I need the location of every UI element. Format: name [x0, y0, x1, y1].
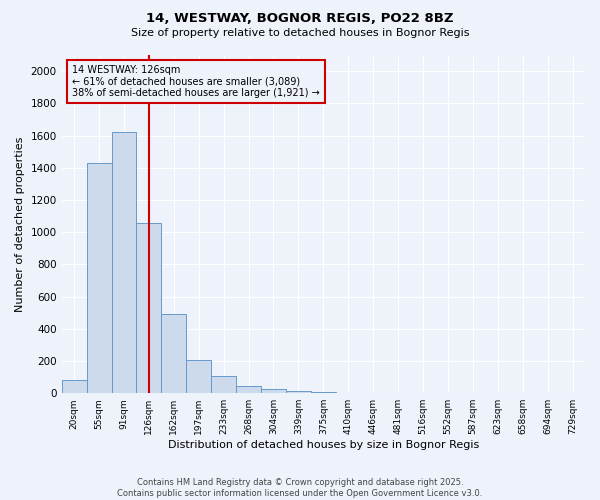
- Bar: [86, 163, 112, 393]
- Bar: [211, 376, 236, 393]
- Text: Contains HM Land Registry data © Crown copyright and database right 2025.
Contai: Contains HM Land Registry data © Crown c…: [118, 478, 482, 498]
- Bar: [311, 392, 336, 393]
- X-axis label: Distribution of detached houses by size in Bognor Regis: Distribution of detached houses by size …: [168, 440, 479, 450]
- Bar: [261, 389, 286, 393]
- Bar: [236, 386, 261, 393]
- Bar: [62, 380, 86, 393]
- Text: 14 WESTWAY: 126sqm
← 61% of detached houses are smaller (3,089)
38% of semi-deta: 14 WESTWAY: 126sqm ← 61% of detached hou…: [72, 65, 320, 98]
- Y-axis label: Number of detached properties: Number of detached properties: [15, 136, 25, 312]
- Bar: [112, 132, 136, 393]
- Bar: [161, 314, 186, 393]
- Text: Size of property relative to detached houses in Bognor Regis: Size of property relative to detached ho…: [131, 28, 469, 38]
- Text: 14, WESTWAY, BOGNOR REGIS, PO22 8BZ: 14, WESTWAY, BOGNOR REGIS, PO22 8BZ: [146, 12, 454, 26]
- Bar: [286, 392, 311, 393]
- Bar: [136, 224, 161, 393]
- Bar: [186, 360, 211, 393]
